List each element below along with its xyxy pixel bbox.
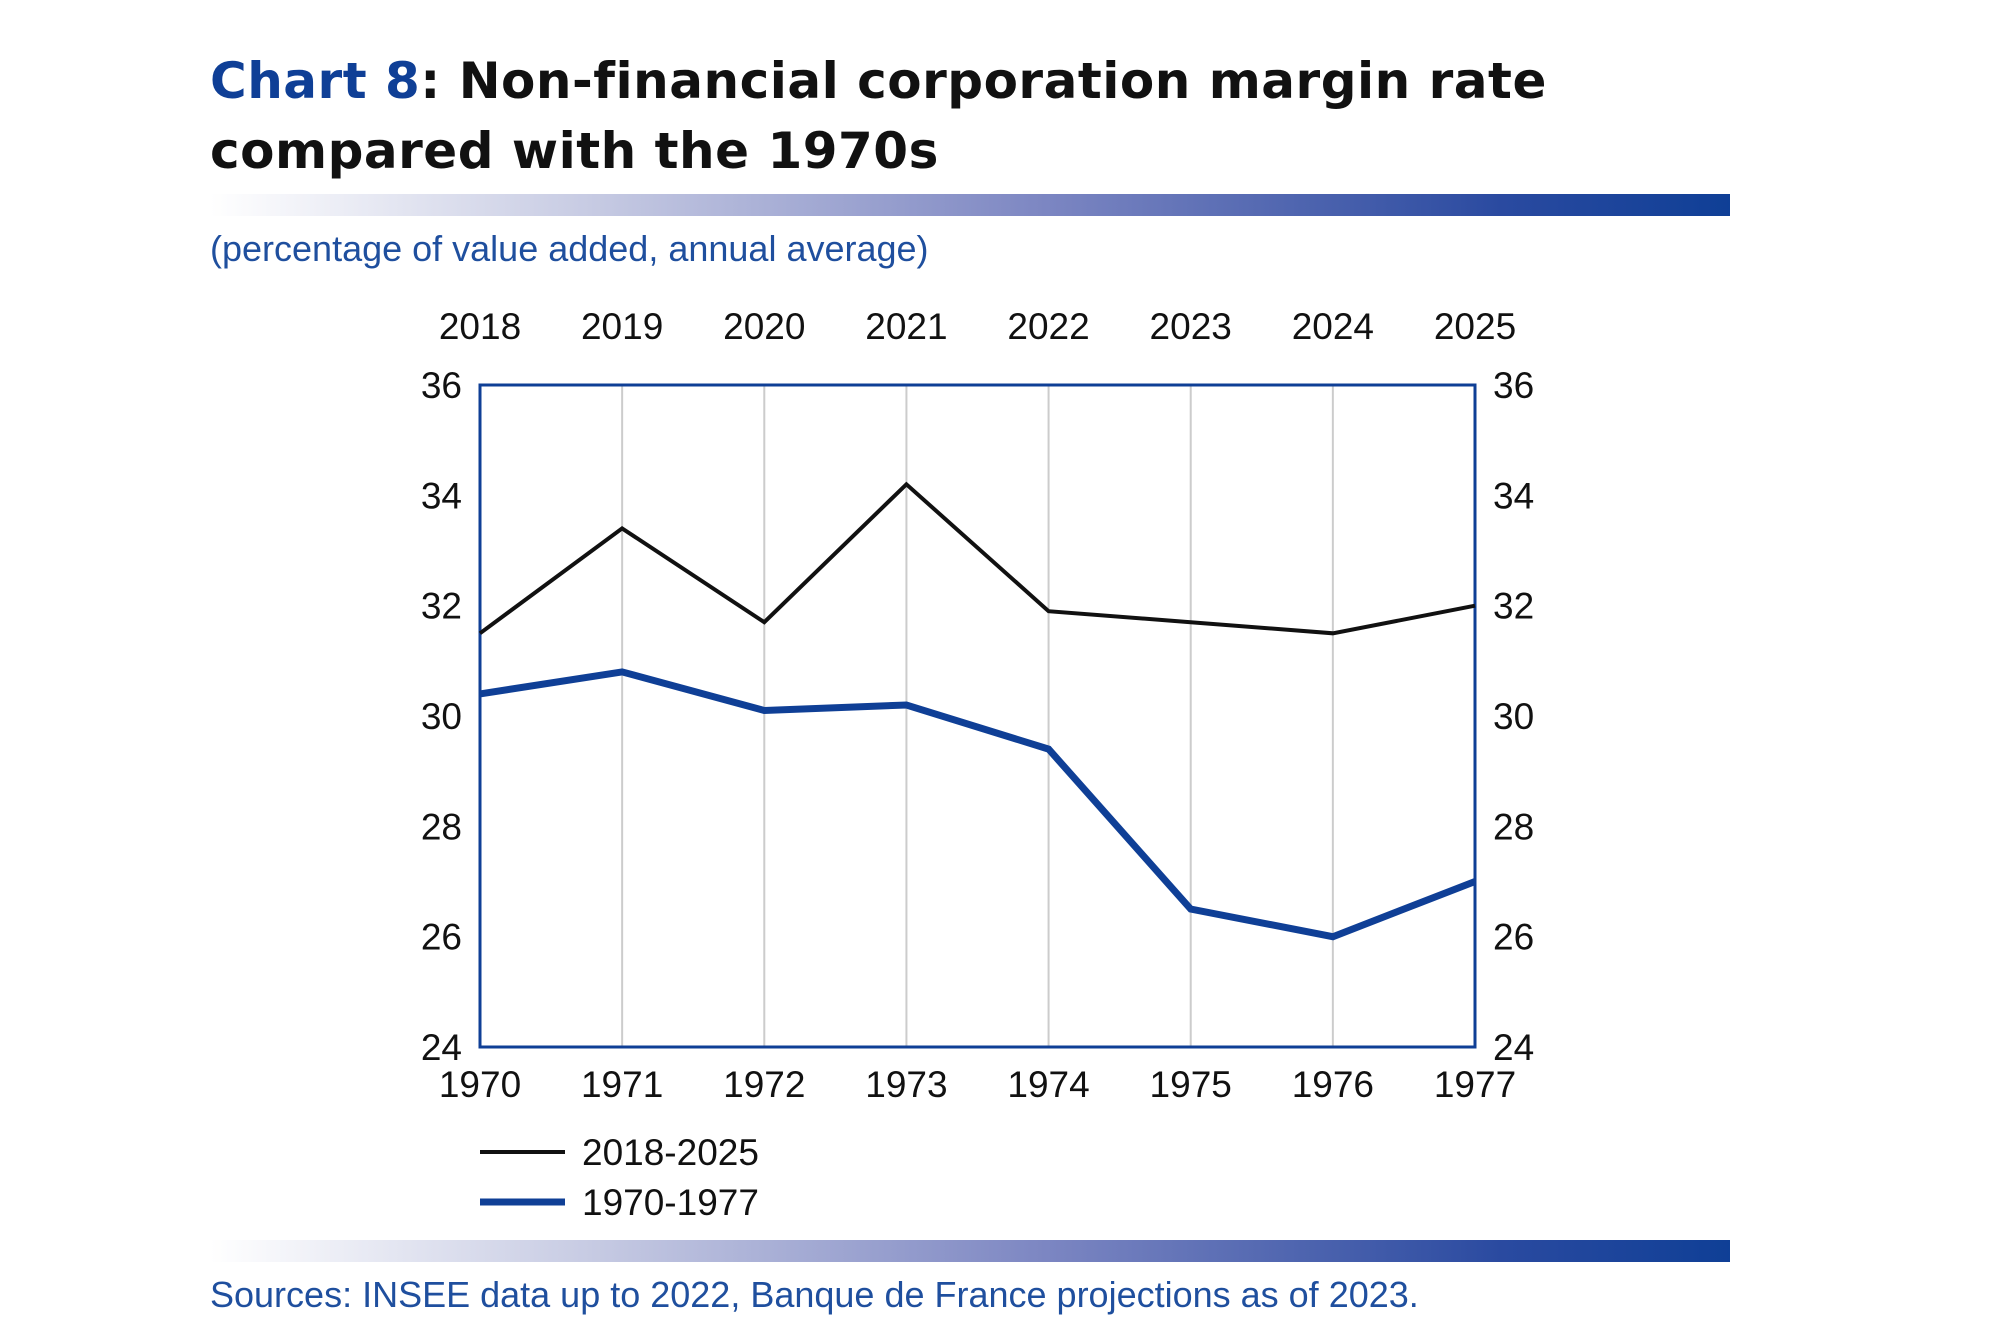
- x-tick-label-top: 2024: [1292, 306, 1374, 347]
- y-tick-label-left: 28: [421, 806, 462, 847]
- y-tick-label-right: 28: [1493, 806, 1534, 847]
- y-tick-label-right: 36: [1493, 365, 1534, 406]
- legend-label: 2018-2025: [582, 1132, 759, 1173]
- y-tick-label-left: 34: [421, 475, 462, 516]
- x-tick-label-bottom: 1973: [865, 1064, 947, 1105]
- y-tick-label-left: 30: [421, 696, 462, 737]
- x-tick-label-top: 2021: [865, 306, 947, 347]
- axis-labels: 1970 1971 1972 1973 1974 1975 1976 1977 2018 2019…: [421, 306, 1534, 1105]
- x-tick-label-bottom: 1971: [581, 1064, 663, 1105]
- legend: 2018-2025 1970-1977: [480, 1132, 759, 1223]
- x-tick-label-top: 2025: [1434, 306, 1516, 347]
- y-tick-label-left: 36: [421, 365, 462, 406]
- x-tick-label-bottom: 1972: [723, 1064, 805, 1105]
- y-tick-label-left: 26: [421, 917, 462, 958]
- y-tick-label-right: 34: [1493, 475, 1534, 516]
- chart-subtitle: (percentage of value added, annual avera…: [210, 228, 929, 269]
- series-layer: [478, 481, 1477, 941]
- legend-label: 1970-1977: [582, 1182, 759, 1223]
- grid-lines: [621, 385, 1334, 1047]
- x-tick-label-top: 2018: [439, 306, 521, 347]
- top-gradient-bar: [210, 194, 1730, 216]
- source-note: Sources: INSEE data up to 2022, Banque d…: [210, 1274, 1419, 1315]
- x-tick-label-top: 2022: [1007, 306, 1089, 347]
- x-tick-label-bottom: 1970: [439, 1064, 521, 1105]
- x-tick-label-bottom: 1976: [1292, 1064, 1374, 1105]
- y-tick-label-right: 24: [1493, 1027, 1534, 1068]
- x-tick-label-bottom: 1975: [1150, 1064, 1232, 1105]
- x-tick-label-top: 2023: [1150, 306, 1232, 347]
- x-tick-label-top: 2020: [723, 306, 805, 347]
- bottom-gradient-bar: [210, 1240, 1730, 1262]
- y-tick-label-left: 24: [421, 1027, 462, 1068]
- chart-title-prefix: Chart 8: [210, 52, 421, 110]
- y-tick-label-right: 26: [1493, 917, 1534, 958]
- plot-frame: [478, 383, 1477, 1049]
- x-tick-label-top: 2019: [581, 306, 663, 347]
- y-tick-label-right: 30: [1493, 696, 1534, 737]
- series-line-2018-2025: [478, 481, 1476, 636]
- chart-title: Chart 8: Non-financial corporation margi…: [210, 46, 1770, 186]
- series-line-1970-1977: [479, 668, 1477, 941]
- y-tick-label-left: 32: [421, 586, 462, 627]
- chart-title-text: : Non-financial corporation margin rate …: [210, 52, 1547, 180]
- x-tick-label-bottom: 1977: [1434, 1064, 1516, 1105]
- y-tick-label-right: 32: [1493, 586, 1534, 627]
- x-tick-label-bottom: 1974: [1007, 1064, 1089, 1105]
